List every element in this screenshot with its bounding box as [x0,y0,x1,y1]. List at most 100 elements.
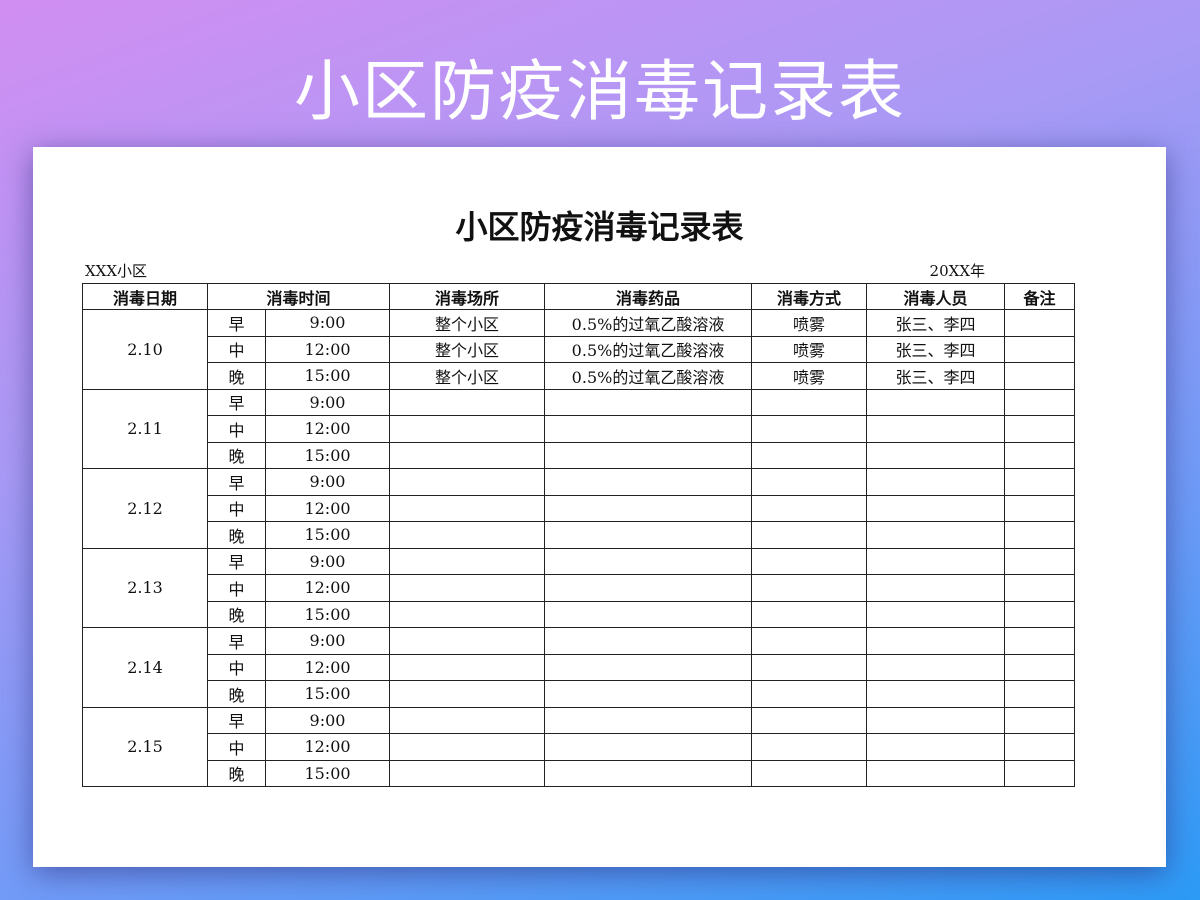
table-row: 中 12:00 [83,574,1075,602]
agent-cell [544,494,752,522]
staff-cell [866,680,1005,708]
time-cell: 15:00 [265,759,390,787]
note-cell [1004,653,1075,681]
period-cell: 中 [207,653,266,681]
table-row: 2.14 早 9:00 [82,627,1075,708]
period-cell: 晚 [207,600,266,628]
time-cell: 9:00 [265,388,390,416]
note-cell [1004,574,1075,602]
method-cell: 喷雾 [751,309,867,337]
staff-cell [866,653,1005,681]
table-row: 中 12:00 [83,653,1075,681]
period-cell: 中 [207,733,266,761]
place-cell [389,388,545,416]
time-cell: 15:00 [265,441,390,469]
table-row: 中 12:00 [83,494,1075,522]
place-cell: 整个小区 [389,362,545,390]
staff-cell [866,547,1005,575]
period-cell: 中 [207,415,266,443]
note-cell [1004,494,1075,522]
note-cell [1004,362,1075,390]
table-row: 2.11 早 9:00 [82,388,1075,469]
time-cell: 12:00 [265,574,390,602]
table-row: 2.12 早 9:00 [82,468,1075,549]
note-cell [1004,468,1075,496]
table-row: 2.10 早 9:00 整个小区 0.5%的过氧乙酸溶液 喷雾 张三、李四 [82,309,1075,390]
note-cell [1004,309,1075,337]
agent-cell [544,653,752,681]
period-cell: 中 [207,494,266,522]
place-cell [389,627,545,655]
staff-cell [866,494,1005,522]
agent-cell [544,415,752,443]
header-note: 备注 [1004,283,1075,310]
period-cell: 早 [207,547,266,575]
note-cell [1004,680,1075,708]
method-cell [751,733,867,761]
header-method: 消毒方式 [751,283,867,310]
staff-cell [866,627,1005,655]
note-cell [1004,706,1075,734]
period-cell: 晚 [207,521,266,549]
date-cell: 2.11 [82,388,208,469]
agent-cell [544,733,752,761]
agent-cell [544,680,752,708]
table-header-row: 消毒日期 消毒时间 消毒场所 消毒药品 消毒方式 消毒人员 备注 [82,283,1075,310]
place-cell: 整个小区 [389,335,545,363]
place-cell [389,494,545,522]
period-cell: 早 [207,309,266,337]
agent-cell [544,759,752,787]
time-cell: 9:00 [265,627,390,655]
time-cell: 15:00 [265,680,390,708]
period-cell: 早 [207,706,266,734]
period-cell: 中 [207,335,266,363]
document-card: 小区防疫消毒记录表 XXX小区 20XX年 消毒日期 消毒时间 消毒场所 消毒药… [33,147,1166,867]
time-cell: 12:00 [265,653,390,681]
date-cell: 2.10 [82,309,208,390]
staff-cell: 张三、李四 [866,362,1005,390]
method-cell [751,680,867,708]
date-cell: 2.15 [82,706,208,787]
time-cell: 15:00 [265,362,390,390]
place-cell [389,706,545,734]
method-cell: 喷雾 [751,362,867,390]
method-cell [751,441,867,469]
place-cell [389,574,545,602]
table-row: 晚 15:00 [83,441,1075,469]
note-cell [1004,521,1075,549]
year-label: 20XX年 [929,262,985,280]
agent-cell [544,521,752,549]
agent-cell [544,547,752,575]
agent-cell [544,706,752,734]
method-cell [751,574,867,602]
table-row: 中 12:00 [83,415,1075,443]
method-cell [751,388,867,416]
date-cell: 2.13 [82,547,208,628]
staff-cell: 张三、李四 [866,335,1005,363]
agent-cell: 0.5%的过氧乙酸溶液 [544,362,752,390]
method-cell [751,627,867,655]
staff-cell [866,468,1005,496]
agent-cell: 0.5%的过氧乙酸溶液 [544,335,752,363]
place-cell [389,759,545,787]
time-cell: 12:00 [265,733,390,761]
method-cell: 喷雾 [751,335,867,363]
place-cell [389,441,545,469]
header-date: 消毒日期 [82,283,208,310]
staff-cell [866,574,1005,602]
place-cell [389,733,545,761]
time-cell: 9:00 [265,309,390,337]
staff-cell [866,733,1005,761]
agent-cell [544,627,752,655]
period-cell: 晚 [207,362,266,390]
time-cell: 12:00 [265,415,390,443]
staff-cell [866,600,1005,628]
header-agent: 消毒药品 [544,283,752,310]
time-cell: 9:00 [265,706,390,734]
period-cell: 早 [207,388,266,416]
method-cell [751,468,867,496]
note-cell [1004,441,1075,469]
date-cell: 2.12 [82,468,208,549]
disinfection-table: 消毒日期 消毒时间 消毒场所 消毒药品 消毒方式 消毒人员 备注 2.10 早 9:… [82,283,1075,787]
agent-cell [544,388,752,416]
